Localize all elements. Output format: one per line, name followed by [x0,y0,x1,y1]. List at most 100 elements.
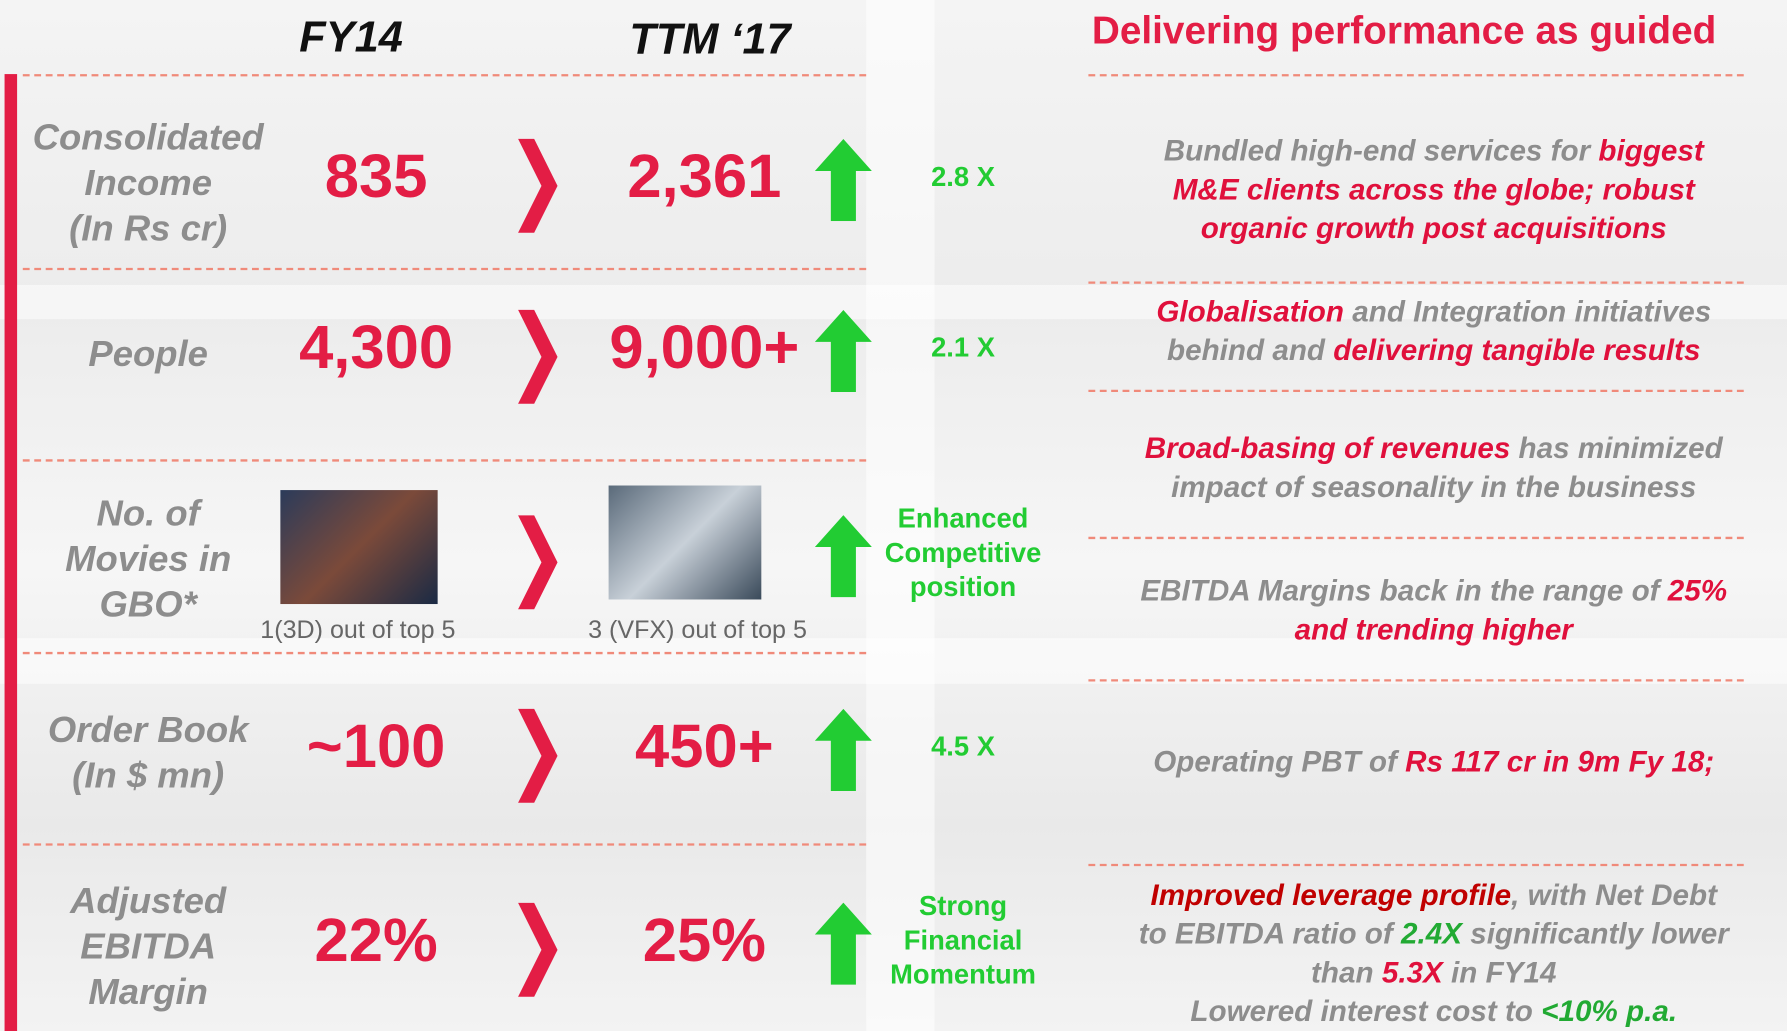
row-label-line: People [88,332,208,374]
ttm-value: 450+ [635,712,774,781]
bullet-segment: Bundled high-end services for [1163,133,1599,168]
row-label-line: Adjusted [70,879,227,921]
ttm-value: 2,361 [627,142,782,211]
growth-text-line: Momentum [890,959,1036,991]
bullet-segment: EBITDA Margins back in the range of [1140,573,1668,608]
bullet-segment: significantly lower than [1311,916,1729,990]
growth-text-line: Financial [903,925,1023,957]
growth-text-line: 2.8 X [931,161,995,193]
row-label-line: Movies in [65,537,232,579]
row-label-line: GBO* [99,583,197,625]
growth-text-line: position [909,572,1017,603]
bullet-segment: in FY14 Lowered interest cost to [1190,955,1557,1029]
chevron: ❭ [499,503,576,606]
row-separator [22,651,867,655]
row-label: Adjusted EBITDA Margin [11,878,285,1015]
growth-text: Enhanced Competitive position [866,503,1060,606]
row-label-line: No. of [96,492,200,534]
fy14-value: 4,300 [299,313,454,382]
growth-text-line: Competitive [884,537,1042,569]
row-label-line: Margin [88,971,208,1013]
growth-text-line: Enhanced [897,503,1029,535]
chevron: ❭ [499,298,576,401]
growth-text: 2.8 X [866,161,1060,195]
growth-text-line: 4.5 X [931,731,995,763]
poster-ttm [608,485,762,600]
bullet-segment: delivering tangible results [1333,332,1701,367]
header-ttm: TTM ‘17 [629,15,791,64]
bullet-segment: Operating PBT of [1153,744,1406,779]
growth-text-line: Strong [918,891,1008,923]
bullet: Bundled high-end services for biggest M&… [1080,131,1787,247]
growth-arrow [814,309,872,393]
ttm-caption: 3 (VFX) out of top 5 [588,615,807,644]
row-separator [22,267,867,271]
bullet-segment: Rs 117 cr in 9m Fy 18; [1405,744,1715,779]
bullet-separator [1088,536,1744,540]
red-bar [4,74,18,1031]
bullet-segment: 25% and trending higher [1294,573,1728,647]
bullet-segment: has minimized impact of seasonality in t… [1171,430,1723,504]
growth-arrow [814,139,872,222]
growth-arrow [814,515,872,598]
fy14-value: ~100 [306,712,446,781]
bullet-separator [1088,281,1744,284]
right-title: Delivering performance as guided [1091,9,1717,53]
bullet-segment: <10% p.a. [1541,993,1678,1029]
row-label-line: Consolidated [32,116,264,158]
bullet-separator [1088,679,1744,682]
chevron: ❭ [499,891,576,993]
growth-text: Strong Financial Momentum [866,890,1060,993]
row-label-line: Order Book [47,708,249,750]
row-label: People [11,331,285,377]
row-separator [22,74,867,77]
row-label-line: Income [84,161,213,203]
bullet-segment: 5.3X [1381,955,1443,990]
row-label-line: (In Rs cr) [69,207,228,249]
bullet-separator [1088,74,1744,77]
chevron: ❭ [499,127,576,230]
growth-arrow [814,902,872,985]
bullet: Broad-basing of revenues has minimized i… [1080,429,1787,506]
row-label: Order Book (In $ mn) [11,707,285,798]
arrow-shape [814,708,872,791]
chevron: ❭ [499,697,576,799]
growth-arrow [814,708,872,791]
row-separator [22,459,867,462]
bullet-segment: Globalisation [1156,294,1345,329]
bullet-segment: 2.4X [1401,916,1462,951]
bullet: Globalisation and Integration initiative… [1080,292,1787,369]
bullet-separator [1088,863,1744,867]
bullet: Improved leverage profile, with Net Debt… [1080,875,1787,1030]
ttm-value: 25% [642,906,766,975]
row-separator [22,843,867,846]
bullet-segment: , with Net Debt to EBITDA ratio of [1138,877,1717,951]
row-label-line: (In $ mn) [72,754,225,796]
arrow-shape [814,139,872,222]
bullet-segment: Broad-basing of revenues [1144,430,1511,465]
arrow-shape [814,902,872,985]
arrow-shape [814,309,872,393]
bg-streak [866,0,935,1031]
bullet-separator [1088,389,1744,393]
header-fy14: FY14 [299,13,403,62]
row-label: No. of Movies in GBO* [11,490,285,627]
row-label-line: EBITDA [80,925,217,967]
bullet-segment: biggest M&E clients across the globe; ro… [1172,133,1704,246]
fy14-value: 835 [324,142,428,211]
fy14-caption: 1(3D) out of top 5 [260,615,456,644]
ttm-value: 9,000+ [609,313,800,382]
poster-fy14 [280,490,438,605]
bullet: Operating PBT of Rs 117 cr in 9m Fy 18; [1080,742,1787,781]
growth-text: 4.5 X [866,731,1060,765]
row-label: Consolidated Income (In Rs cr) [11,114,285,251]
arrow-shape [814,515,872,598]
bullet-segment: and Integration initiatives behind and [1166,294,1712,367]
bullet-segment: Improved leverage profile [1150,877,1512,912]
growth-text-line: 2.1 X [931,332,995,364]
growth-text: 2.1 X [866,332,1060,366]
fy14-value: 22% [314,906,438,975]
bullet: EBITDA Margins back in the range of 25% … [1080,571,1787,648]
